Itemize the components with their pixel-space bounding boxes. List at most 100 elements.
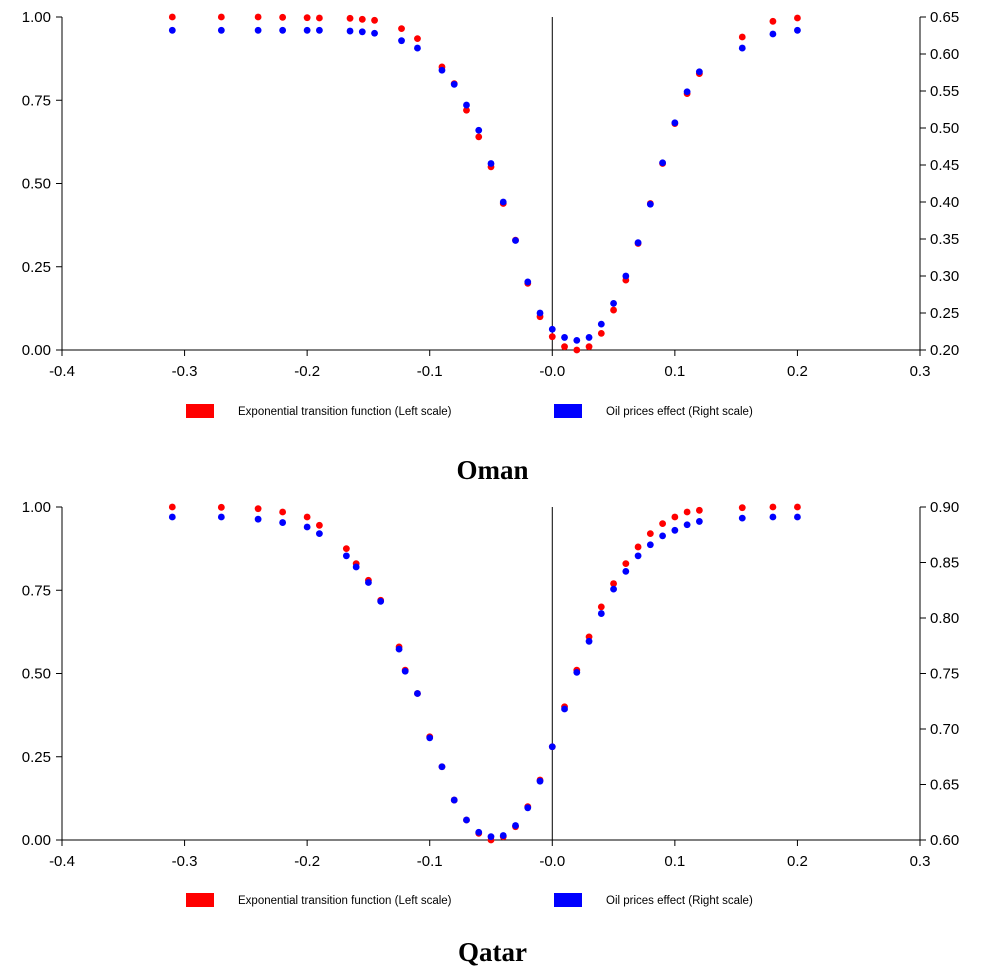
oman-data-point [358, 15, 366, 23]
oman-legend-swatch [186, 404, 214, 418]
qatar-data-point [168, 503, 176, 511]
oman-x-tick-label: -0.4 [49, 363, 75, 380]
qatar-left-y-tick-label: 0.75 [22, 582, 51, 599]
oman-x-tick-label: 0.3 [910, 363, 931, 380]
oman-right-y-tick-label: 0.55 [930, 83, 959, 100]
qatar-x-tick-label: -0.3 [172, 853, 198, 870]
qatar-data-point [794, 503, 801, 511]
oman-data-point [371, 29, 378, 37]
qatar-data-point [463, 816, 470, 824]
oman-chart: -0.4 -0.3 -0.2 -0.1 -0.0 0.1 0.2 0.3 0.00 0.25 0.5… [22, 9, 959, 418]
qatar-right-y-tick-label: 0.75 [930, 666, 959, 683]
qatar-data-point [438, 763, 446, 771]
qatar-data-point [671, 513, 679, 521]
qatar-legend-label: Exponential transition function (Left sc… [238, 895, 452, 907]
qatar-right-y-tick-label: 0.85 [930, 555, 959, 572]
oman-data-point [561, 343, 568, 351]
oman-data-point [769, 17, 777, 25]
oman-left-y-tick-label: 0.50 [22, 176, 51, 193]
oman-data-point [475, 126, 483, 134]
oman-data-point [695, 68, 703, 76]
qatar-data-point [671, 526, 679, 534]
qatar-data-point [622, 567, 630, 575]
qatar-data-point [585, 637, 593, 645]
oman-data-point [463, 106, 470, 114]
qatar-data-point [683, 508, 691, 516]
qatar-right-y-tick-label: 0.60 [930, 832, 959, 849]
oman-right-y-tick-label: 0.20 [930, 342, 959, 359]
oman-data-point [414, 35, 421, 43]
qatar-data-point [610, 580, 617, 587]
oman-data-point [168, 26, 176, 34]
oman-right-y-tick-label: 0.40 [930, 194, 959, 211]
oman-data-point [794, 14, 801, 22]
qatar-data-point [548, 743, 556, 751]
oman-data-point [303, 14, 311, 22]
oman-left-y-tick-label: 0.75 [22, 92, 51, 109]
oman-legend-swatch [554, 404, 582, 418]
qatar-data-point [597, 610, 605, 617]
oman-legend: Exponential transition function (Left sc… [186, 404, 753, 418]
oman-x-tick-label: -0.3 [172, 363, 198, 380]
qatar-data-point [342, 545, 350, 553]
oman-data-point [316, 26, 323, 34]
oman-data-point [217, 26, 225, 34]
qatar-data-point [450, 796, 458, 804]
oman-data-point [597, 320, 605, 328]
qatar-legend-swatch [554, 893, 582, 907]
qatar-data-point [414, 690, 421, 697]
oman-x-tick-label: -0.2 [294, 363, 320, 380]
qatar-right-y-tick-label: 0.65 [930, 777, 959, 794]
qatar-left-y-tick-label: 1.00 [22, 499, 51, 516]
qatar-data-point [634, 543, 642, 551]
qatar-data-point [279, 519, 287, 526]
qatar-data-point [695, 506, 703, 514]
qatar-data-point [426, 734, 434, 742]
oman-data-point [738, 44, 746, 52]
oman-data-point [561, 334, 568, 341]
oman-data-point [683, 88, 691, 96]
qatar-data-point [499, 832, 507, 839]
oman-data-point [499, 198, 507, 206]
qatar-x-tick-label: -0.0 [539, 853, 565, 870]
oman-data-point [738, 33, 746, 41]
oman-data-point [548, 325, 556, 333]
qatar-data-point [217, 513, 225, 521]
oman-data-point [659, 159, 666, 167]
oman-right-y-tick-label: 0.35 [930, 231, 959, 248]
qatar-data-point [536, 777, 544, 785]
qatar-data-point [279, 508, 287, 516]
qatar-data-point [168, 513, 176, 521]
qatar-data-point [365, 579, 372, 586]
oman-data-point [463, 101, 470, 109]
oman-data-point [585, 343, 593, 351]
qatar-data-point [377, 597, 385, 605]
qatar-series-transition-function [168, 503, 801, 844]
oman-chart-panel: -0.4 -0.3 -0.2 -0.1 -0.0 0.1 0.2 0.3 0.00 0.25 0.5… [22, 9, 959, 485]
oman-data-point [398, 25, 405, 33]
oman-data-point [610, 306, 617, 314]
qatar-data-point [217, 503, 225, 511]
oman-data-point [346, 14, 354, 22]
oman-data-point [398, 37, 405, 45]
qatar-legend-swatch [186, 893, 214, 907]
oman-legend-label: Oil prices effect (Right scale) [606, 406, 753, 418]
oman-x-tick-label: 0.2 [787, 363, 808, 380]
oman-data-point [622, 272, 630, 280]
oman-data-point [585, 334, 593, 341]
oman-data-point [524, 278, 532, 286]
oman-left-y-tick-label: 0.00 [22, 342, 51, 359]
oman-data-point [573, 336, 581, 344]
oman-data-point [573, 346, 581, 354]
qatar-data-point [646, 530, 654, 538]
qatar-data-point [395, 645, 403, 653]
qatar-data-point [695, 518, 703, 525]
oman-x-tick-label: 0.1 [664, 363, 685, 380]
oman-x-tick-label: -0.0 [539, 363, 565, 380]
oman-data-point [316, 14, 323, 22]
oman-data-point [512, 237, 519, 244]
oman-chart-title: Oman [456, 455, 529, 485]
oman-data-point [168, 13, 176, 21]
qatar-data-point [573, 668, 581, 676]
qatar-data-point [597, 603, 605, 611]
